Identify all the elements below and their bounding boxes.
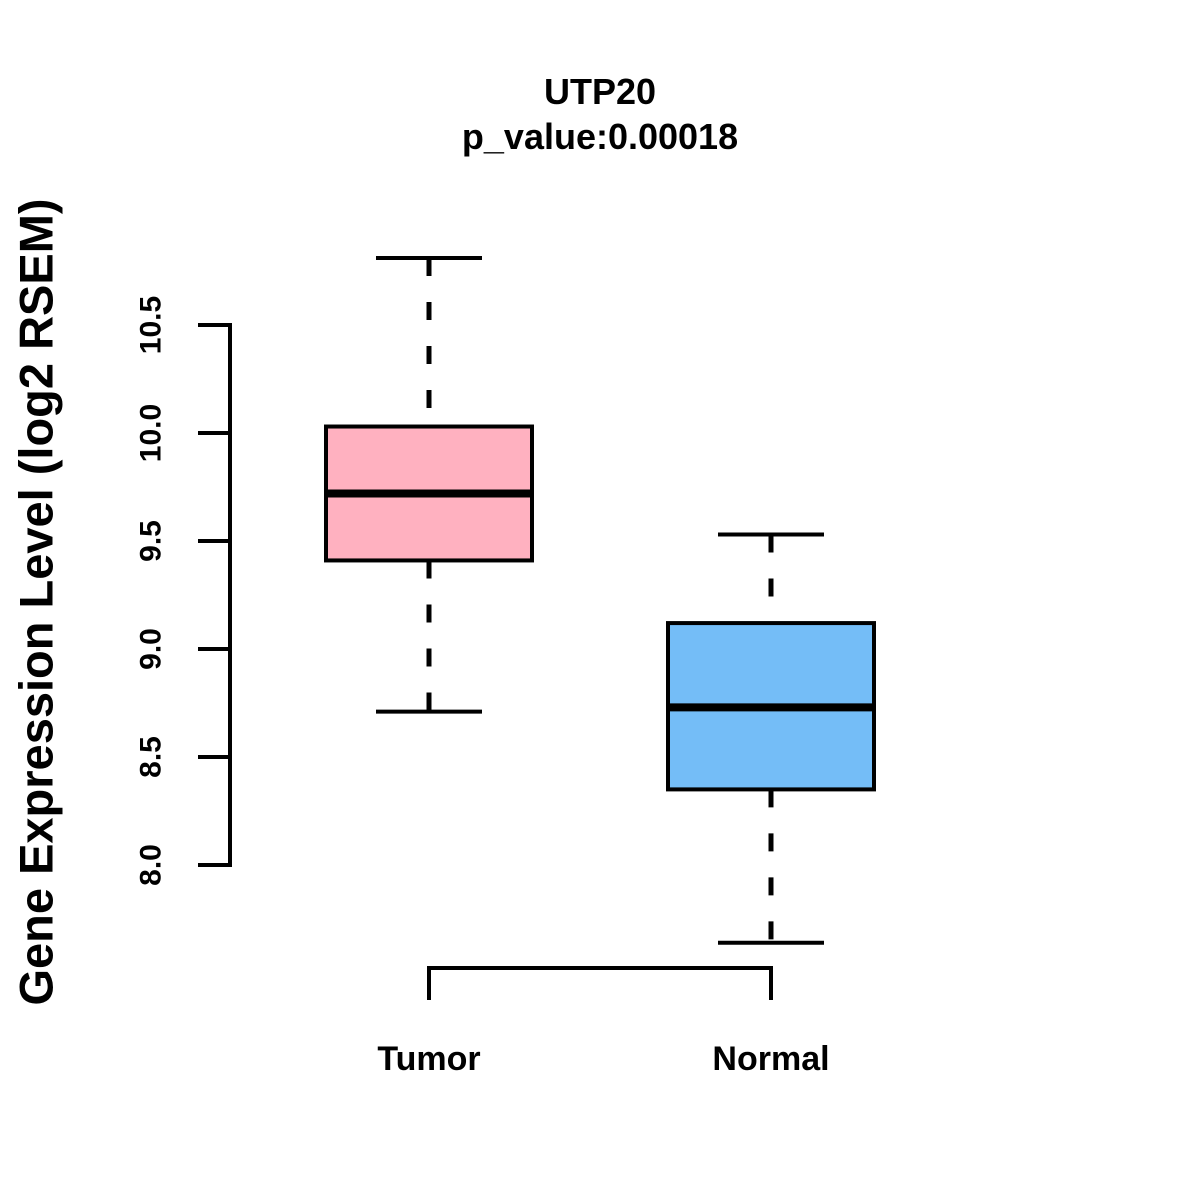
x-axis-line xyxy=(427,966,773,1000)
x-category-label-normal: Normal xyxy=(712,1040,830,1078)
y-tick-label: 9.5 xyxy=(135,520,168,562)
y-tick-label: 8.0 xyxy=(135,844,168,886)
y-tick-label: 8.5 xyxy=(135,736,168,778)
x-category-label-tumor: Tumor xyxy=(377,1040,481,1078)
chart-title: UTP20 xyxy=(543,71,657,112)
y-axis-label: Gene Expression Level (log2 RSEM) xyxy=(9,198,63,1006)
y-tick-label: 9.0 xyxy=(135,628,168,670)
chart-subtitle: p_value:0.00018 xyxy=(461,116,739,157)
y-tick-label: 10.5 xyxy=(135,296,168,354)
y-tick-label: 10.0 xyxy=(135,404,168,462)
